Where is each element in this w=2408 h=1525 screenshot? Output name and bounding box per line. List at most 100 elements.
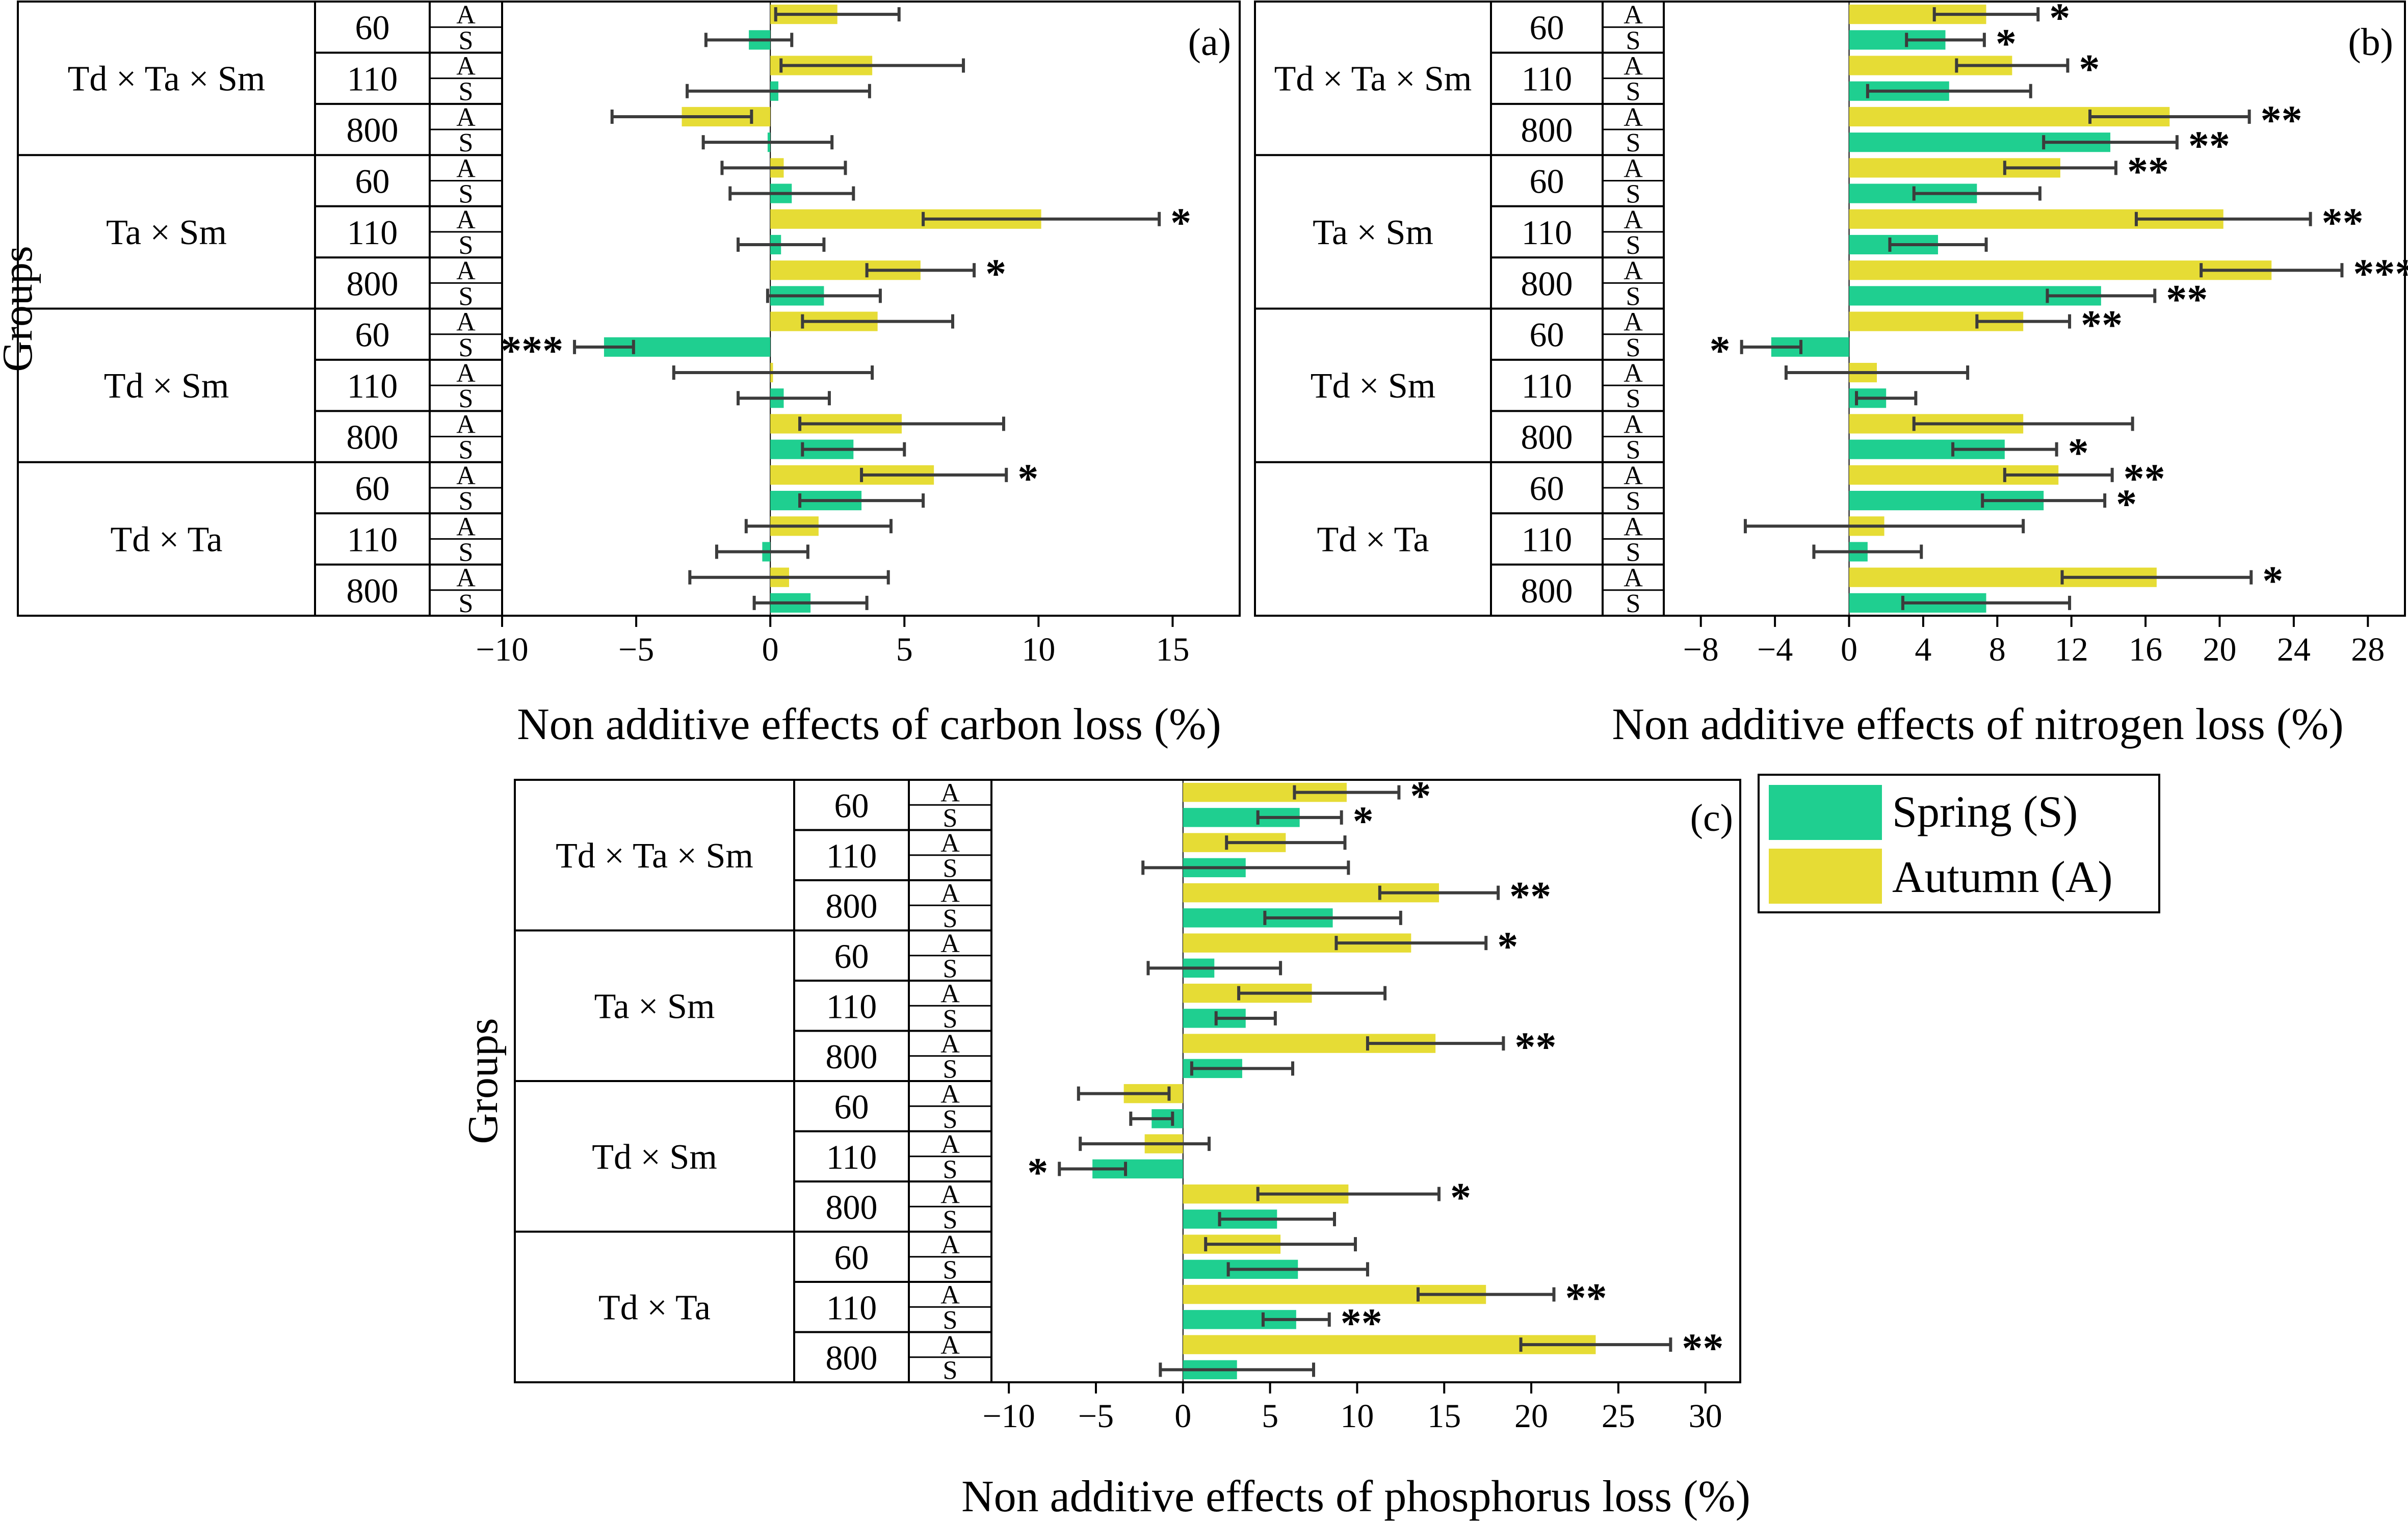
x-axis-title: Non additive effects of nitrogen loss (%… <box>1612 700 2343 749</box>
x-tick-label: 28 <box>2351 631 2385 668</box>
season-code-s: S <box>459 180 474 209</box>
season-code-a: A <box>456 410 476 439</box>
season-code-s: S <box>1626 180 1641 209</box>
sig-label-ta-sm-110-a: * <box>1170 199 1191 246</box>
season-code-a: A <box>456 103 476 132</box>
season-code-a: A <box>1624 256 1643 285</box>
sig-label-td-ta-sm-800-a: ** <box>1509 873 1551 919</box>
season-code-s: S <box>1626 26 1641 55</box>
panel-label: (c) <box>1690 797 1733 839</box>
sig-label-ta-sm-60-a: ** <box>2127 148 2169 194</box>
group-label-td-ta: Td × Ta <box>598 1288 711 1327</box>
season-code-s: S <box>1626 77 1641 107</box>
season-code-s: S <box>459 384 474 413</box>
dose-label-110: 110 <box>347 520 398 559</box>
season-code-a: A <box>1624 205 1643 234</box>
season-code-s: S <box>943 1155 958 1184</box>
season-code-s: S <box>943 954 958 983</box>
group-label-td-ta-sm: Td × Ta × Sm <box>1274 60 1472 99</box>
sig-label-td-ta-800-a: * <box>2262 558 2283 604</box>
season-code-a: A <box>1624 512 1643 541</box>
season-code-a: A <box>1624 103 1643 132</box>
group-label-td-ta: Td × Ta <box>1317 520 1429 559</box>
season-code-a: A <box>1624 359 1643 388</box>
dose-label-800: 800 <box>1521 418 1573 457</box>
season-code-s: S <box>1626 589 1641 618</box>
sig-label-td-ta-60-a: * <box>1017 455 1038 502</box>
x-tick-label: −10 <box>476 631 528 668</box>
dose-label-110: 110 <box>1522 520 1572 559</box>
x-tick-label: −4 <box>1757 631 1793 668</box>
x-tick-label: 24 <box>2277 631 2311 668</box>
season-code-s: S <box>943 854 958 883</box>
sig-label-td-ta-sm-60-s: * <box>1353 798 1374 844</box>
sig-label-ta-sm-800-a: * <box>985 250 1006 297</box>
panel-label: (a) <box>1188 21 1231 64</box>
group-label-td-sm: Td × Sm <box>592 1138 717 1177</box>
group-label-td-ta-sm: Td × Ta × Sm <box>68 60 266 99</box>
dose-label-110: 110 <box>1522 60 1572 98</box>
season-code-s: S <box>1626 436 1641 465</box>
dose-label-110: 110 <box>826 1288 877 1327</box>
legend-label-spring: Spring (S) <box>1892 787 2078 837</box>
sig-label-td-ta-110-a: ** <box>1565 1275 1607 1321</box>
season-code-a: A <box>1624 1 1643 30</box>
group-label-td-sm: Td × Sm <box>1311 366 1436 406</box>
sig-label-ta-sm-800-a: ** <box>1514 1023 1556 1070</box>
x-tick-label: −10 <box>983 1398 1035 1435</box>
season-code-s: S <box>459 128 474 157</box>
x-tick-label: 8 <box>1989 631 2006 668</box>
x-tick-label: 20 <box>2203 631 2237 668</box>
season-code-a: A <box>456 359 476 388</box>
group-label-ta-sm: Ta × Sm <box>594 987 715 1026</box>
dose-label-60: 60 <box>355 469 390 508</box>
x-tick-label: 15 <box>1427 1398 1461 1435</box>
sig-label-ta-sm-800-a: *** <box>2353 250 2408 297</box>
season-code-s: S <box>1626 231 1641 260</box>
x-tick-label: 10 <box>1340 1398 1374 1435</box>
season-code-s: S <box>459 538 474 567</box>
season-code-a: A <box>456 52 476 81</box>
season-code-a: A <box>1624 564 1643 593</box>
dose-label-60: 60 <box>834 786 869 825</box>
season-code-a: A <box>1624 461 1643 490</box>
sig-label-td-sm-800-a: * <box>1450 1174 1471 1221</box>
dose-label-60: 60 <box>834 1087 869 1126</box>
dose-label-110: 110 <box>1522 366 1572 405</box>
dose-label-110: 110 <box>347 213 398 252</box>
season-code-s: S <box>459 26 474 55</box>
dose-label-800: 800 <box>1521 111 1573 149</box>
season-code-s: S <box>459 231 474 260</box>
dose-label-110: 110 <box>826 987 877 1026</box>
season-code-s: S <box>943 1356 958 1385</box>
x-tick-label: 16 <box>2129 631 2162 668</box>
x-tick-label: 10 <box>1022 631 1055 668</box>
dose-label-800: 800 <box>1521 571 1573 610</box>
panel-label: (b) <box>2348 21 2393 64</box>
season-code-s: S <box>1626 384 1641 413</box>
dose-label-800: 800 <box>826 886 878 925</box>
season-code-a: A <box>940 1331 960 1360</box>
dose-label-110: 110 <box>826 1138 877 1176</box>
season-code-a: A <box>456 256 476 285</box>
dose-label-110: 110 <box>826 836 877 875</box>
season-code-a: A <box>456 512 476 541</box>
season-code-s: S <box>943 1255 958 1284</box>
dose-label-110: 110 <box>1522 213 1572 252</box>
dose-label-800: 800 <box>347 571 399 610</box>
legend-swatch-spring <box>1769 785 1882 840</box>
sig-label-td-ta-sm-800-a: ** <box>2261 97 2302 143</box>
season-code-a: A <box>456 1 476 30</box>
season-code-s: S <box>1626 282 1641 311</box>
sig-label-td-sm-60-a: ** <box>2081 302 2123 348</box>
x-tick-label: 15 <box>1156 631 1189 668</box>
x-tick-label: −8 <box>1683 631 1719 668</box>
season-code-s: S <box>1626 128 1641 157</box>
season-code-s: S <box>459 487 474 516</box>
x-tick-label: 30 <box>1689 1398 1722 1435</box>
season-code-a: A <box>940 1080 960 1109</box>
